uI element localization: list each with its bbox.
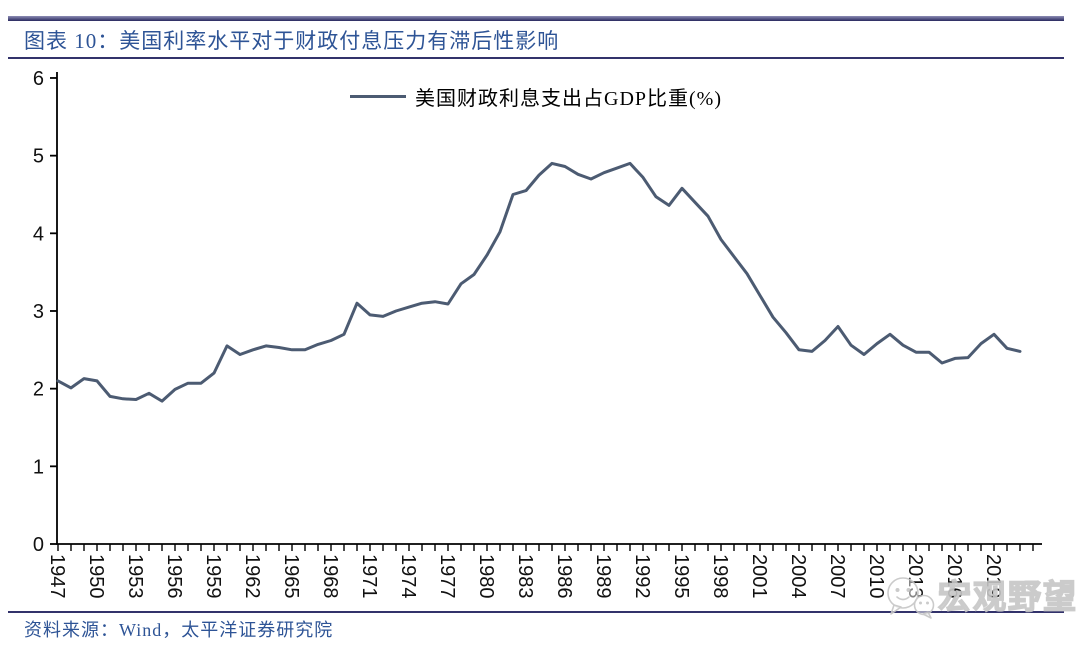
x-tick-label: 1995 [670, 554, 692, 599]
x-tick-label: 1953 [124, 554, 146, 599]
y-tick-label: 4 [33, 223, 44, 245]
x-tick-label: 2013 [904, 554, 926, 599]
x-tick-label: 2001 [748, 554, 770, 599]
x-tick-label: 1977 [436, 554, 458, 599]
x-tick-label: 1962 [241, 554, 263, 599]
x-tick-label: 1986 [553, 554, 575, 599]
x-tick-label: 2016 [943, 554, 965, 599]
x-tick-label: 1956 [163, 554, 185, 599]
y-tick-label: 6 [33, 68, 44, 90]
x-tick-label: 1959 [202, 554, 224, 599]
title-divider [8, 57, 1064, 59]
x-tick-label: 1968 [319, 554, 341, 599]
x-tick-label: 1998 [709, 554, 731, 599]
x-tick-label: 2004 [787, 554, 809, 599]
x-tick-label: 1950 [85, 554, 107, 599]
page-title: 图表 10：美国利率水平对于财政付息压力有滞后性影响 [24, 29, 560, 53]
chart-legend: 美国财政利息支出占GDP比重(%) [350, 85, 722, 110]
source-text: 资料来源：Wind，太平洋证券研究院 [24, 620, 334, 640]
x-tick-label: 2007 [826, 554, 848, 599]
x-tick-label: 1965 [280, 554, 302, 599]
x-tick-label: 1947 [46, 554, 68, 599]
footer-divider [8, 611, 1064, 613]
legend-label: 美国财政利息支出占GDP比重(%) [415, 87, 722, 110]
header-accent-bar [8, 16, 1064, 21]
y-tick-label: 3 [33, 301, 44, 323]
y-tick-label: 0 [33, 534, 44, 556]
legend-line-sample [350, 94, 406, 98]
x-tick-label: 2019 [982, 554, 1004, 599]
x-tick-label: 1992 [631, 554, 653, 599]
y-tick-label: 2 [33, 379, 44, 401]
data-line [56, 161, 1022, 403]
y-tick-label: 5 [33, 146, 44, 168]
y-tick-label: 1 [33, 456, 44, 478]
x-tick-label: 1980 [475, 554, 497, 599]
x-tick-label: 1971 [358, 554, 380, 599]
x-tick-label: 1974 [397, 554, 419, 599]
x-tick-label: 1983 [514, 554, 536, 599]
axis-lines [56, 72, 1042, 545]
x-tick-label: 1989 [592, 554, 614, 599]
x-tick-label: 2010 [865, 554, 887, 599]
